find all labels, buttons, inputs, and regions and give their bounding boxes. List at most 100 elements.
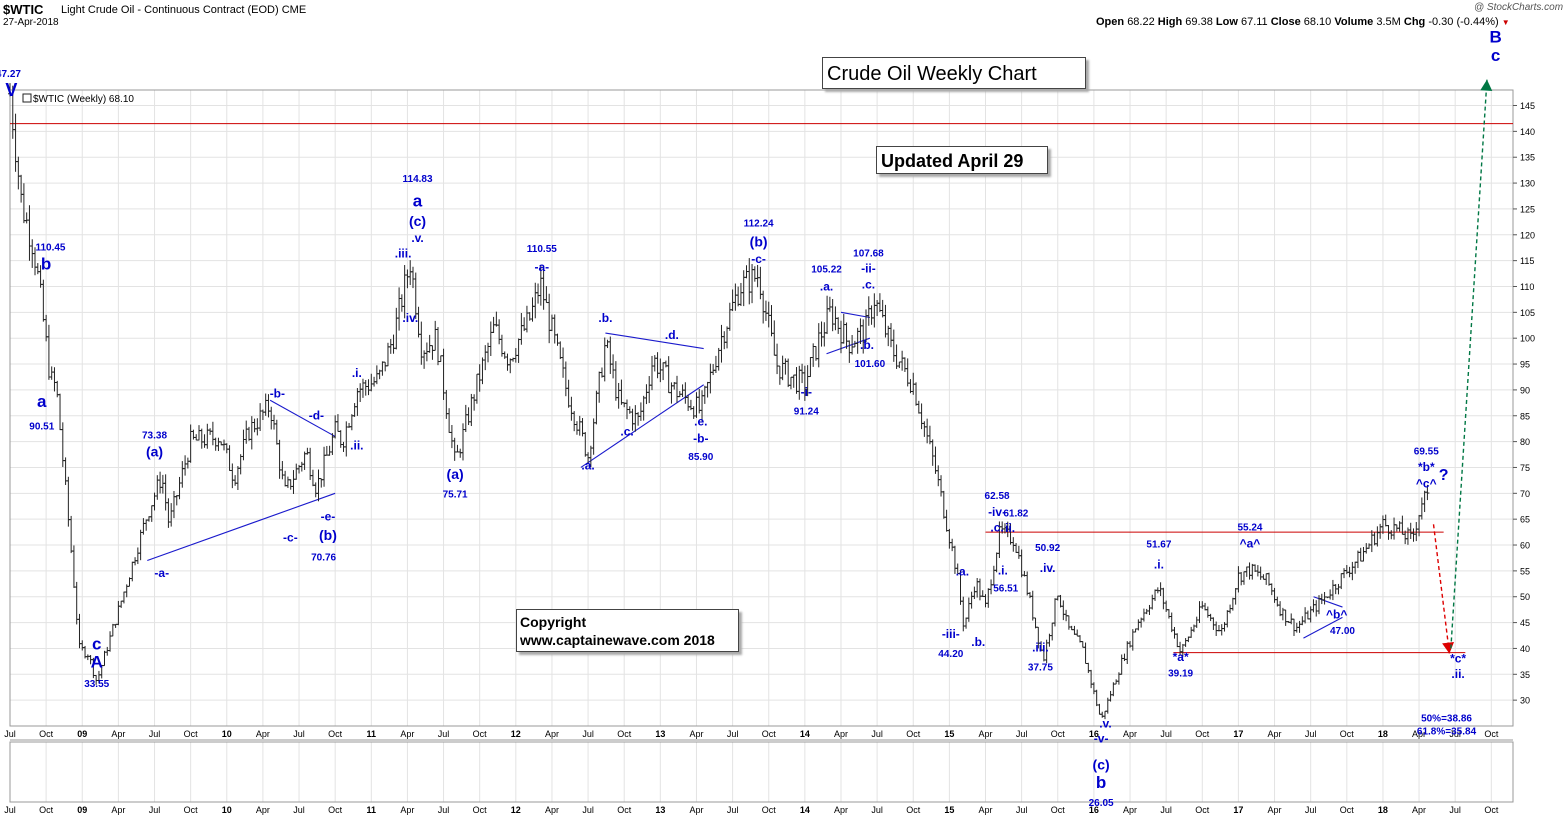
wave-label: ? bbox=[1439, 467, 1449, 484]
wave-label: ^b^ bbox=[1326, 607, 1347, 621]
x-tick-label: 09 bbox=[77, 729, 87, 739]
price-bars bbox=[8, 83, 1430, 720]
wave-label: 90.51 bbox=[29, 422, 54, 433]
x-tick-label-sub: 14 bbox=[800, 805, 810, 815]
wave-label: .b. bbox=[860, 338, 874, 352]
wave-label: 61.82 bbox=[1003, 509, 1028, 520]
wave-label: 44.20 bbox=[938, 649, 963, 660]
wave-label: -b- bbox=[693, 432, 708, 446]
wave-labels: 147.27V110.45ba90.51cA33.5573.38(a)-a--b… bbox=[0, 27, 1502, 809]
wave-label: 33.55 bbox=[84, 679, 109, 690]
wave-label: 105.22 bbox=[811, 265, 842, 276]
wave-label: .iv. bbox=[1040, 561, 1056, 575]
wave-label: B bbox=[1490, 27, 1502, 46]
x-tick-label: Jul bbox=[149, 729, 161, 739]
x-tick-label-sub: Oct bbox=[328, 805, 343, 815]
wave-label: c bbox=[92, 634, 101, 653]
x-tick-label-sub: 11 bbox=[367, 805, 377, 815]
x-tick-label-sub: 15 bbox=[944, 805, 954, 815]
symbol-label: $WTIC bbox=[3, 2, 44, 17]
wave-label: .i. bbox=[998, 563, 1008, 577]
wave-label: V bbox=[5, 80, 17, 100]
wave-label: .iii. bbox=[395, 247, 412, 261]
x-tick-label: 11 bbox=[367, 729, 377, 739]
trendline bbox=[826, 337, 871, 355]
wave-label: 50%=38.86 bbox=[1421, 713, 1472, 724]
wave-label: -iv- bbox=[988, 505, 1006, 519]
x-tick-label: Jul bbox=[1016, 729, 1028, 739]
wave-label: -c- bbox=[751, 252, 766, 266]
wave-label: 147.27 bbox=[0, 69, 21, 80]
x-tick-label-sub: Oct bbox=[906, 805, 921, 815]
y-tick-label: 140 bbox=[1520, 127, 1535, 137]
y-tick-label: 65 bbox=[1520, 515, 1530, 525]
wave-label: 85.90 bbox=[688, 452, 713, 463]
wave-label: -v- bbox=[1094, 732, 1109, 746]
wave-label: -ii- bbox=[861, 262, 876, 276]
wave-label: .iii. bbox=[1032, 641, 1049, 655]
grid-lines bbox=[9, 90, 1513, 802]
copyright-line-2: www.captainewave.com 2018 bbox=[520, 632, 715, 648]
wave-label: 114.83 bbox=[403, 174, 433, 185]
panel-frames bbox=[9, 89, 1514, 803]
wave-label: .b. bbox=[598, 311, 612, 325]
wave-label: 75.71 bbox=[443, 489, 468, 500]
copyright-box: Copyright www.captainewave.com 2018 bbox=[516, 609, 739, 652]
wave-label: *b* bbox=[1418, 460, 1435, 474]
x-tick-label: 14 bbox=[800, 729, 810, 739]
trendlines bbox=[147, 311, 1343, 639]
open-label: Open bbox=[1096, 16, 1125, 28]
x-tick-label-sub: Apr bbox=[1412, 805, 1426, 815]
x-tick-label: Jul bbox=[4, 729, 16, 739]
wave-label: a bbox=[413, 191, 423, 210]
wave-label: -d- bbox=[309, 408, 324, 422]
wave-label: .c. bbox=[990, 521, 1003, 535]
wave-label: a bbox=[37, 392, 47, 411]
y-tick-label: 115 bbox=[1520, 256, 1534, 266]
y-tick-label: 85 bbox=[1520, 411, 1530, 421]
wave-label: .a. bbox=[956, 565, 969, 579]
y-tick-label: 145 bbox=[1520, 101, 1535, 111]
x-tick-label: Apr bbox=[978, 729, 992, 739]
x-tick-label-sub: Jul bbox=[582, 805, 594, 815]
wave-label: -a- bbox=[534, 260, 549, 274]
x-tick-label-sub: Oct bbox=[39, 805, 54, 815]
high-value: 69.38 bbox=[1185, 16, 1213, 28]
x-tick-label-sub: Oct bbox=[1340, 805, 1355, 815]
wave-label: -b- bbox=[270, 387, 285, 401]
chg-value: -0.30 (-0.44%) bbox=[1428, 16, 1499, 28]
wave-label: 56.51 bbox=[993, 584, 1018, 595]
x-tick-label-sub: 17 bbox=[1233, 805, 1243, 815]
x-tick-label: Oct bbox=[1051, 729, 1066, 739]
wave-label: .e. bbox=[694, 415, 707, 429]
y-tick-label: 30 bbox=[1520, 696, 1530, 706]
wave-label: -c- bbox=[283, 530, 298, 544]
y-tick-label: 70 bbox=[1520, 489, 1530, 499]
x-tick-label-sub: Apr bbox=[689, 805, 703, 815]
x-tick-label-sub: Jul bbox=[727, 805, 739, 815]
date-label: 27-Apr-2018 bbox=[3, 17, 59, 28]
wave-label: 110.55 bbox=[527, 244, 557, 255]
ohlc-summary: Open 68.22 High 69.38 Low 67.11 Close 68… bbox=[1096, 16, 1510, 28]
wave-label: (b) bbox=[750, 234, 768, 250]
wave-label: -i- bbox=[801, 385, 812, 399]
x-tick-label: 13 bbox=[655, 729, 665, 739]
wave-label: 112.24 bbox=[744, 219, 774, 230]
up-arrow-line bbox=[1450, 79, 1488, 649]
close-value: 68.10 bbox=[1303, 16, 1332, 28]
wave-label: 51.67 bbox=[1146, 540, 1171, 551]
x-tick-label: Oct bbox=[473, 729, 488, 739]
x-tick-label: Oct bbox=[906, 729, 921, 739]
x-tick-label: Apr bbox=[545, 729, 559, 739]
y-tick-label: 55 bbox=[1520, 566, 1530, 576]
y-tick-label: 130 bbox=[1520, 179, 1535, 189]
x-tick-label: Apr bbox=[111, 729, 125, 739]
y-tick-label: 50 bbox=[1520, 592, 1530, 602]
wave-label: *a* bbox=[1173, 650, 1189, 664]
wave-label: -a- bbox=[154, 566, 169, 580]
x-tick-label: Oct bbox=[617, 729, 632, 739]
y-tick-label: 100 bbox=[1520, 334, 1535, 344]
wave-label: 107.68 bbox=[853, 248, 884, 259]
wave-label: .a. bbox=[581, 459, 594, 473]
wave-label: 69.55 bbox=[1414, 447, 1439, 458]
